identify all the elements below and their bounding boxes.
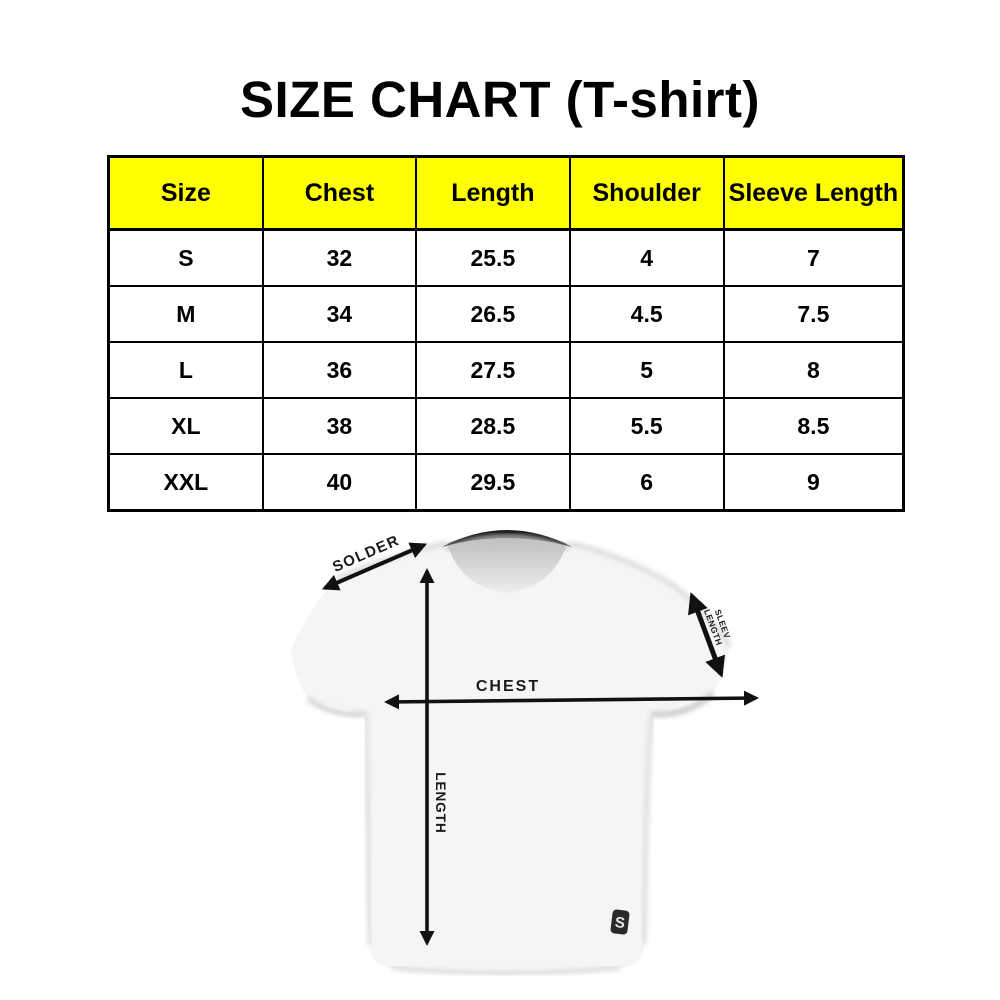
sleeve-length-cell: 7.5	[722, 285, 905, 343]
shoulder-cell: 5	[568, 341, 725, 399]
chest-cell: 40	[261, 453, 418, 512]
chest-cell: 34	[261, 285, 418, 343]
chest-cell: 32	[261, 228, 418, 287]
size-cell: M	[107, 285, 264, 343]
length-cell: 29.5	[415, 453, 571, 512]
table-row-m: M 34 26.5 4.5 7.5	[107, 285, 905, 343]
chest-cell: 38	[261, 397, 418, 455]
col-header-sleeve-length: Sleeve Length	[722, 155, 905, 231]
brand-logo-badge: S	[610, 909, 630, 935]
neck-opening	[447, 532, 567, 593]
size-cell: XXL	[107, 453, 264, 512]
col-header-chest: Chest	[261, 155, 418, 231]
col-header-length: Length	[415, 155, 571, 231]
page-title: SIZE CHART (T-shirt)	[240, 71, 760, 128]
measurement-arrows	[321, 542, 760, 947]
shoulder-cell: 6	[568, 453, 725, 512]
shoulder-cell: 5.5	[568, 397, 725, 455]
sleeve-length-cell: 8	[722, 341, 905, 399]
table-row-s: S 32 25.5 4 7	[107, 228, 905, 287]
col-header-size: Size	[107, 155, 264, 231]
length-cell: 25.5	[415, 228, 571, 287]
collar-trim	[442, 530, 572, 547]
sleeve-length-cell: 9	[722, 453, 905, 512]
tshirt-illustration	[291, 530, 733, 976]
shoulder-cell: 4.5	[568, 285, 725, 343]
size-table: Size Chest Length Shoulder Sleeve Length…	[107, 155, 905, 512]
left-sleeve-hem	[306, 696, 367, 717]
length-cell: 27.5	[415, 341, 571, 399]
size-cell: L	[107, 341, 264, 399]
chest-arrow	[383, 690, 760, 710]
tshirt-body	[291, 531, 730, 974]
brand-logo-letter: S	[614, 914, 626, 932]
table-row-l: L 36 27.5 5 8	[107, 341, 905, 399]
length-cell: 28.5	[415, 397, 571, 455]
tshirt-measurement-diagram: SOLDER CHEST LENGTH SLEEV LENGTH S	[280, 505, 760, 995]
sleeve-length-arrow	[688, 592, 725, 678]
table-row-xl: XL 38 28.5 5.5 8.5	[107, 397, 905, 455]
length-cell: 26.5	[415, 285, 571, 343]
col-header-shoulder: Shoulder	[568, 155, 725, 231]
size-cell: S	[107, 228, 264, 287]
sleeve-length-cell: 7	[722, 228, 905, 287]
length-arrow-label: LENGTH	[433, 772, 448, 834]
header-row: Size Chest Length Shoulder Sleeve Length	[107, 155, 905, 231]
size-cell: XL	[107, 397, 264, 455]
size-table-header: Size Chest Length Shoulder Sleeve Length	[107, 155, 905, 231]
sleeve-length-cell: 8.5	[722, 397, 905, 455]
shoulder-cell: 4	[568, 228, 725, 287]
table-row-xxl: XXL 40 29.5 6 9	[107, 453, 905, 512]
shoulder-arrow	[321, 542, 428, 591]
chest-cell: 36	[261, 341, 418, 399]
chest-arrow-label: CHEST	[476, 678, 540, 695]
